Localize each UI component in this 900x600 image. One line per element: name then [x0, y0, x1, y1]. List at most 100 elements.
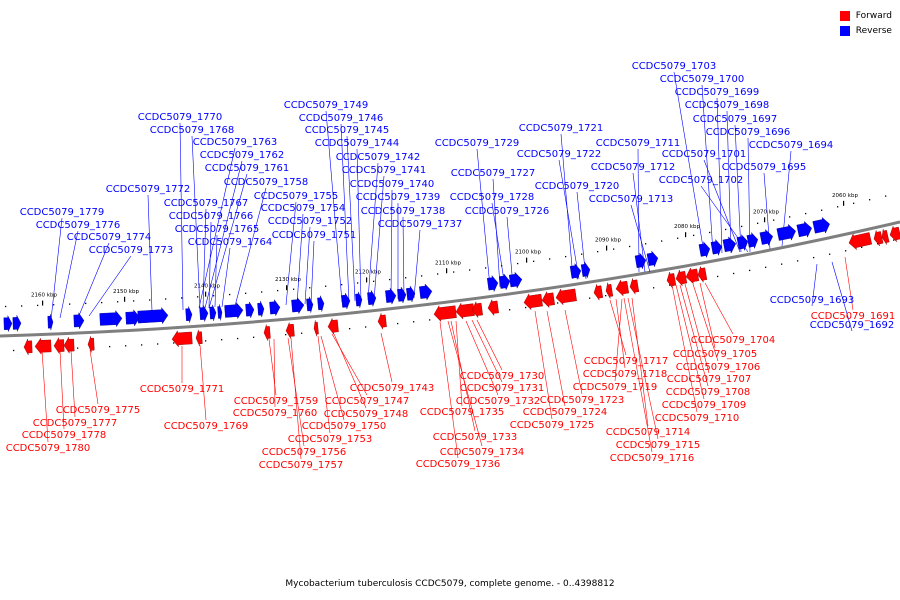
forward-gene-arrow[interactable]: [685, 267, 700, 285]
reverse-gene-arrow[interactable]: [47, 314, 54, 331]
gene-label-reverse[interactable]: CCDC5079_1761: [205, 163, 290, 174]
gene-label-reverse[interactable]: CCDC5079_1745: [305, 125, 390, 136]
forward-gene-arrow[interactable]: [629, 278, 640, 295]
reverse-gene-arrow[interactable]: [397, 286, 407, 304]
gene-label-reverse[interactable]: CCDC5079_1693: [770, 295, 855, 306]
gene-label-forward[interactable]: CCDC5079_1705: [673, 349, 758, 360]
gene-label-reverse[interactable]: CCDC5079_1702: [659, 175, 744, 186]
gene-label-reverse[interactable]: CCDC5079_1741: [342, 165, 427, 176]
gene-label-forward[interactable]: CCDC5079_1733: [433, 432, 518, 443]
reverse-gene-arrow[interactable]: [812, 216, 831, 235]
reverse-gene-arrow[interactable]: [710, 238, 724, 257]
reverse-gene-arrow[interactable]: [419, 283, 433, 301]
gene-label-reverse[interactable]: CCDC5079_1699: [675, 87, 760, 98]
gene-label-forward[interactable]: CCDC5079_1736: [416, 459, 501, 470]
gene-label-forward[interactable]: CCDC5079_1731: [460, 383, 545, 394]
gene-label-reverse[interactable]: CCDC5079_1713: [589, 194, 674, 205]
gene-label-forward[interactable]: CCDC5079_1704: [691, 335, 776, 346]
reverse-gene-arrow[interactable]: [746, 231, 759, 250]
gene-label-reverse[interactable]: CCDC5079_1773: [89, 245, 174, 256]
gene-label-forward[interactable]: CCDC5079_1706: [676, 362, 761, 373]
gene-label-reverse[interactable]: CCDC5079_1752: [268, 216, 353, 227]
gene-label-forward[interactable]: CCDC5079_1756: [262, 447, 347, 458]
forward-gene-arrow[interactable]: [523, 292, 543, 311]
reverse-gene-arrow[interactable]: [137, 307, 169, 325]
gene-label-reverse[interactable]: CCDC5079_1696: [706, 127, 791, 138]
forward-gene-arrow[interactable]: [880, 228, 890, 245]
gene-label-reverse[interactable]: CCDC5079_1772: [106, 184, 191, 195]
forward-gene-arrow[interactable]: [872, 229, 884, 247]
gene-label-reverse[interactable]: CCDC5079_1762: [200, 150, 285, 161]
forward-gene-arrow[interactable]: [888, 225, 900, 243]
gene-label-reverse[interactable]: CCDC5079_1751: [272, 230, 357, 241]
gene-label-forward[interactable]: CCDC5079_1777: [33, 418, 118, 429]
gene-label-reverse[interactable]: CCDC5079_1729: [435, 138, 520, 149]
reverse-gene-arrow[interactable]: [291, 297, 305, 315]
reverse-gene-arrow[interactable]: [199, 305, 209, 322]
reverse-gene-arrow[interactable]: [759, 228, 774, 246]
forward-gene-arrow[interactable]: [377, 313, 387, 330]
reverse-gene-arrow[interactable]: [367, 290, 377, 307]
gene-label-reverse[interactable]: CCDC5079_1740: [350, 179, 435, 190]
reverse-gene-arrow[interactable]: [73, 312, 85, 330]
gene-label-reverse[interactable]: CCDC5079_1739: [356, 192, 441, 203]
gene-label-forward[interactable]: CCDC5079_1724: [523, 407, 608, 418]
forward-gene-arrow[interactable]: [605, 282, 614, 299]
reverse-gene-arrow[interactable]: [634, 252, 648, 270]
gene-label-reverse[interactable]: CCDC5079_1776: [36, 220, 121, 231]
reverse-gene-arrow[interactable]: [355, 291, 363, 309]
forward-gene-arrow[interactable]: [53, 336, 65, 355]
gene-label-forward[interactable]: CCDC5079_1723: [540, 395, 625, 406]
gene-label-reverse[interactable]: CCDC5079_1744: [315, 138, 400, 149]
reverse-gene-arrow[interactable]: [776, 223, 797, 242]
gene-label-reverse[interactable]: CCDC5079_1763: [193, 137, 278, 148]
reverse-gene-arrow[interactable]: [209, 304, 217, 321]
gene-label-forward[interactable]: CCDC5079_1716: [610, 453, 695, 464]
forward-gene-arrow[interactable]: [263, 324, 271, 341]
reverse-gene-arrow[interactable]: [341, 293, 351, 310]
gene-label-forward[interactable]: CCDC5079_1709: [662, 400, 747, 411]
gene-label-reverse[interactable]: CCDC5079_1767: [164, 198, 249, 209]
gene-label-reverse[interactable]: CCDC5079_1779: [20, 207, 105, 218]
gene-label-forward[interactable]: CCDC5079_1743: [350, 383, 435, 394]
forward-gene-arrow[interactable]: [541, 291, 555, 309]
gene-label-forward[interactable]: CCDC5079_1707: [667, 374, 752, 385]
gene-label-forward[interactable]: CCDC5079_1760: [233, 408, 318, 419]
gene-label-forward[interactable]: CCDC5079_1734: [440, 447, 525, 458]
gene-label-forward[interactable]: CCDC5079_1769: [164, 421, 249, 432]
forward-gene-arrow[interactable]: [675, 269, 688, 287]
gene-label-forward[interactable]: CCDC5079_1715: [616, 440, 701, 451]
reverse-gene-arrow[interactable]: [698, 241, 712, 259]
forward-gene-arrow[interactable]: [63, 336, 75, 354]
gene-label-reverse[interactable]: CCDC5079_1774: [67, 232, 152, 243]
gene-label-forward[interactable]: CCDC5079_1759: [234, 396, 319, 407]
gene-label-forward[interactable]: CCDC5079_1708: [666, 387, 751, 398]
forward-gene-arrow[interactable]: [455, 302, 475, 320]
reverse-gene-arrow[interactable]: [498, 273, 511, 291]
reverse-gene-arrow[interactable]: [508, 271, 523, 289]
gene-label-reverse[interactable]: CCDC5079_1703: [632, 61, 717, 72]
gene-label-reverse[interactable]: CCDC5079_1711: [596, 138, 681, 149]
gene-label-reverse[interactable]: CCDC5079_1754: [261, 203, 346, 214]
forward-gene-arrow[interactable]: [171, 330, 193, 348]
reverse-gene-arrow[interactable]: [306, 296, 314, 313]
gene-label-forward[interactable]: CCDC5079_1748: [324, 409, 409, 420]
forward-gene-arrow[interactable]: [615, 279, 630, 297]
forward-gene-arrow[interactable]: [285, 322, 295, 339]
gene-label-reverse[interactable]: CCDC5079_1770: [138, 112, 223, 123]
forward-gene-arrow[interactable]: [593, 284, 604, 301]
reverse-gene-arrow[interactable]: [217, 304, 223, 321]
gene-label-forward[interactable]: CCDC5079_1750: [302, 421, 387, 432]
forward-gene-arrow[interactable]: [433, 304, 457, 323]
reverse-gene-arrow[interactable]: [736, 233, 749, 252]
gene-label-forward[interactable]: CCDC5079_1735: [420, 407, 505, 418]
gene-label-reverse[interactable]: CCDC5079_1700: [660, 74, 745, 85]
gene-label-reverse[interactable]: CCDC5079_1768: [150, 125, 235, 136]
gene-label-reverse[interactable]: CCDC5079_1697: [693, 114, 778, 125]
reverse-gene-arrow[interactable]: [3, 315, 13, 332]
gene-label-reverse[interactable]: CCDC5079_1758: [224, 177, 309, 188]
forward-gene-arrow[interactable]: [555, 287, 577, 306]
forward-gene-arrow[interactable]: [87, 336, 95, 353]
gene-label-reverse[interactable]: CCDC5079_1749: [284, 100, 369, 111]
gene-label-forward[interactable]: CCDC5079_1725: [510, 420, 595, 431]
